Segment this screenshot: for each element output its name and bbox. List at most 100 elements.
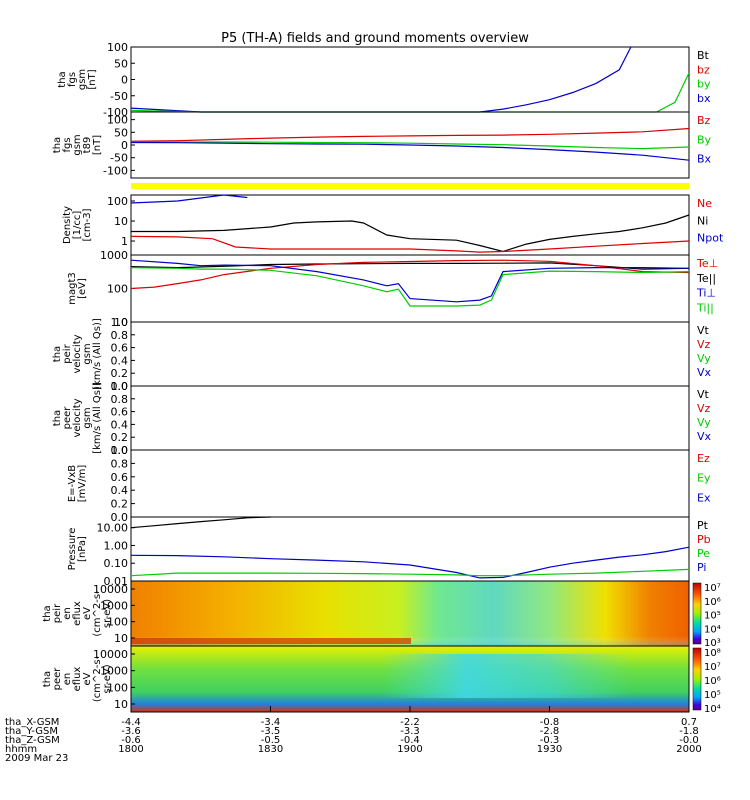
y-tick-label: 0.2 <box>111 431 129 444</box>
y-tick-label: 0.4 <box>111 484 129 497</box>
y-axis-label: (cm^2-s- <box>92 655 103 702</box>
colorbar-tick: 10⁶ <box>704 597 721 608</box>
series-Ne <box>130 235 690 253</box>
legend-entry: bz <box>697 63 710 76</box>
legend-entry: Bx <box>697 153 712 166</box>
y-tick-label: -50 <box>110 90 128 103</box>
x-axis-value: 0.7 <box>681 717 697 728</box>
legend-entry: by <box>697 78 711 91</box>
x-axis-value: -0.5 <box>261 735 281 746</box>
y-tick-label: 0 <box>121 74 128 87</box>
panel-frame <box>130 516 690 582</box>
y-axis-label: peer <box>62 406 73 430</box>
x-axis-row-label: tha_Z-GSM <box>5 735 60 746</box>
y-axis-label: [nT] <box>87 69 98 89</box>
y-tick-label: 1000 <box>100 665 128 678</box>
series-Ni <box>131 214 690 253</box>
y-tick-label: 10 <box>114 215 128 228</box>
y-tick-label: 100 <box>107 283 128 296</box>
legend-entry: Ti|| <box>696 301 714 314</box>
electron-spectrogram-core <box>131 654 689 698</box>
series-bx <box>130 46 632 113</box>
legend-entry: Ti⊥ <box>696 287 716 300</box>
legend-entry: Bt <box>697 49 710 62</box>
y-tick-label: -100 <box>103 164 128 177</box>
x-axis-value: -4.4 <box>121 717 141 728</box>
x-axis-value: -2.8 <box>540 726 560 737</box>
x-axis-row-label: tha_Y-GSM <box>5 726 58 737</box>
legend-entry: Ez <box>697 452 710 465</box>
x-axis-value: -2.2 <box>400 717 420 728</box>
y-tick-label: 0.4 <box>111 418 129 431</box>
panel-frame <box>130 449 690 518</box>
y-axis-label: peer <box>52 667 63 691</box>
legend-entry: Vz <box>697 338 711 351</box>
y-tick-label: 1 <box>121 235 128 248</box>
colorbar-tick: 10⁵ <box>704 611 721 622</box>
legend-entry: Vz <box>697 402 711 415</box>
y-axis-label: en <box>62 673 73 686</box>
y-axis-label: fgs <box>67 72 78 87</box>
y-tick-label: 0.6 <box>111 471 129 484</box>
y-axis-label: eV <box>82 607 93 620</box>
series-By <box>131 141 690 150</box>
y-tick-label: 0.10 <box>104 557 129 570</box>
y-axis-label: sr-eV) <box>102 599 113 628</box>
legend-entry: Vy <box>697 352 711 365</box>
y-axis-label: [nT] <box>92 135 103 155</box>
x-axis-value: 1830 <box>258 744 283 755</box>
y-tick-label: 0.8 <box>111 393 129 406</box>
y-axis-label: fgs <box>62 137 73 152</box>
x-axis-value: -1.8 <box>679 726 699 737</box>
legend-entry: Vt <box>697 324 710 337</box>
ion-spectrogram-shade <box>131 581 689 646</box>
x-axis-value: 1900 <box>397 744 422 755</box>
legend-entry: Bz <box>697 114 711 127</box>
y-tick-label: 0.01 <box>104 575 129 588</box>
colorbar-tick: 10³ <box>704 638 721 649</box>
y-axis-label: sr-eV) <box>102 664 113 693</box>
y-axis-label: Density <box>62 206 73 244</box>
legend-entry: Pe <box>697 547 710 560</box>
panel-frame <box>130 321 690 387</box>
y-axis-label: [mV/m] <box>77 465 88 503</box>
x-axis-value: -3.3 <box>400 726 420 737</box>
y-tick-label: 0 <box>121 139 128 152</box>
y-tick-label: 100 <box>107 681 128 694</box>
series-Pt <box>130 516 271 529</box>
y-axis-label: tha <box>57 71 68 87</box>
y-axis-label: [km/s (All Qs)] <box>92 382 103 454</box>
y-tick-label: 1000 <box>100 599 128 612</box>
x-axis: tha_X-GSM -4.4 -3.4 -2.2 -0.8 0.7 tha_Y-GSM -3.… <box>5 706 702 764</box>
legend-entry: Vy <box>697 416 711 429</box>
y-axis-label: tha <box>52 137 63 153</box>
y-tick-label: 50 <box>114 57 128 70</box>
x-axis-value: -0.6 <box>121 735 141 746</box>
x-axis-value: -3.6 <box>121 726 141 737</box>
y-tick-label: 0.8 <box>111 457 129 470</box>
colorbar <box>692 582 702 645</box>
y-axis-label: [km/s (All Qs)] <box>92 318 103 390</box>
y-axis-label: gsm <box>82 407 93 428</box>
y-axis-label: tha <box>52 346 63 362</box>
y-tick-label: 50 <box>114 126 128 139</box>
y-axis-label: eflux <box>72 601 83 626</box>
y-tick-label: 1000 <box>100 249 128 262</box>
y-axis-label: gsm <box>77 69 88 90</box>
legend-entry: Ex <box>697 491 711 504</box>
y-tick-label: 100 <box>107 616 128 629</box>
y-tick-label: 10000 <box>93 583 128 596</box>
y-axis-label: tha <box>42 605 53 621</box>
series-Pi <box>130 546 690 579</box>
y-axis-label: tha <box>52 410 63 426</box>
y-axis-label: tha <box>42 671 53 687</box>
y-axis-label: magt3 <box>67 272 78 305</box>
y-tick-label: 0.4 <box>111 354 129 367</box>
colorbar <box>692 647 702 711</box>
y-tick-label: 100 <box>107 195 128 208</box>
y-tick-label: 0.0 <box>111 444 129 457</box>
